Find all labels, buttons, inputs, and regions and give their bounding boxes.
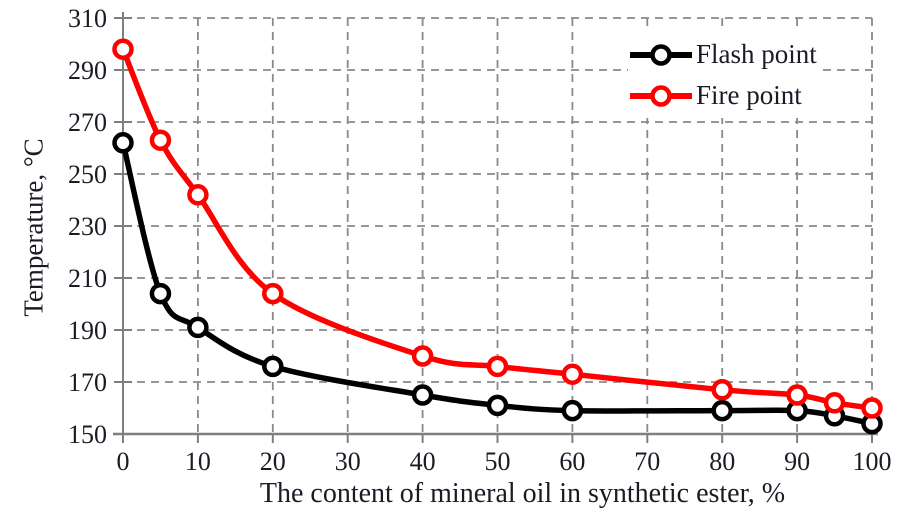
fire-point-legend-marker-icon [630,84,692,107]
flash-point-point-x20 [262,355,284,378]
fire-point-point-x95 [823,392,846,414]
flash-point-point-x80 [711,399,733,422]
x-tick-label-60: 60 [559,447,585,476]
y-tick-label-250: 250 [68,160,107,189]
y-tick-label-230: 230 [68,212,107,241]
x-tick-label-50: 50 [485,447,511,476]
flash-point-point-x0 [112,132,134,154]
y-tick-label-210: 210 [68,264,107,293]
x-tick-label-80: 80 [709,447,735,476]
flash-point-point-x5 [149,282,172,305]
x-tick-label-20: 20 [260,447,286,476]
y-tick-label-170: 170 [68,368,107,397]
legend: Flash point Fire point [628,32,823,118]
fire-point-point-x100 [861,397,883,419]
legend-item-flash-point: Flash point [628,34,817,75]
legend-label-flash-point: Flash point [696,39,817,69]
x-tick-label-10: 10 [185,447,211,476]
y-tick-label-150: 150 [68,420,107,449]
fire-point-point-x90 [786,384,808,406]
x-tick-label-0: 0 [117,447,130,476]
y-tick-label-270: 270 [68,108,107,137]
fire-point-point-x20 [262,282,284,305]
y-axis-title: Temperature, °C [18,138,49,317]
x-tick-label-30: 30 [335,447,361,476]
x-tick-label-90: 90 [784,447,810,476]
y-tick-label-290: 290 [68,56,107,85]
fire-point-point-x0 [112,38,134,60]
flash-point-legend-marker-icon [630,43,692,66]
fire-point-point-x50 [486,355,509,378]
y-tick-label-190: 190 [68,316,107,345]
fire-point-point-x40 [411,345,434,367]
x-tick-label-40: 40 [410,447,436,476]
fire-point-point-x5 [149,129,172,151]
flash-point-point-x60 [561,399,584,422]
fire-point-point-x80 [711,379,733,401]
flash-point-point-x50 [486,394,509,417]
x-axis-title: The content of mineral oil in synthetic … [259,478,786,509]
flash-point-point-x10 [187,316,209,339]
y-tick-label-310: 310 [68,4,107,33]
x-tick-label-100: 100 [853,447,892,476]
x-tick-label-70: 70 [634,447,660,476]
flash-point-point-x40 [411,384,434,406]
legend-item-fire-point: Fire point [628,75,817,116]
legend-label-fire-point: Fire point [696,80,802,110]
fire-point-point-x10 [187,184,209,206]
fire-point-point-x60 [561,363,584,385]
